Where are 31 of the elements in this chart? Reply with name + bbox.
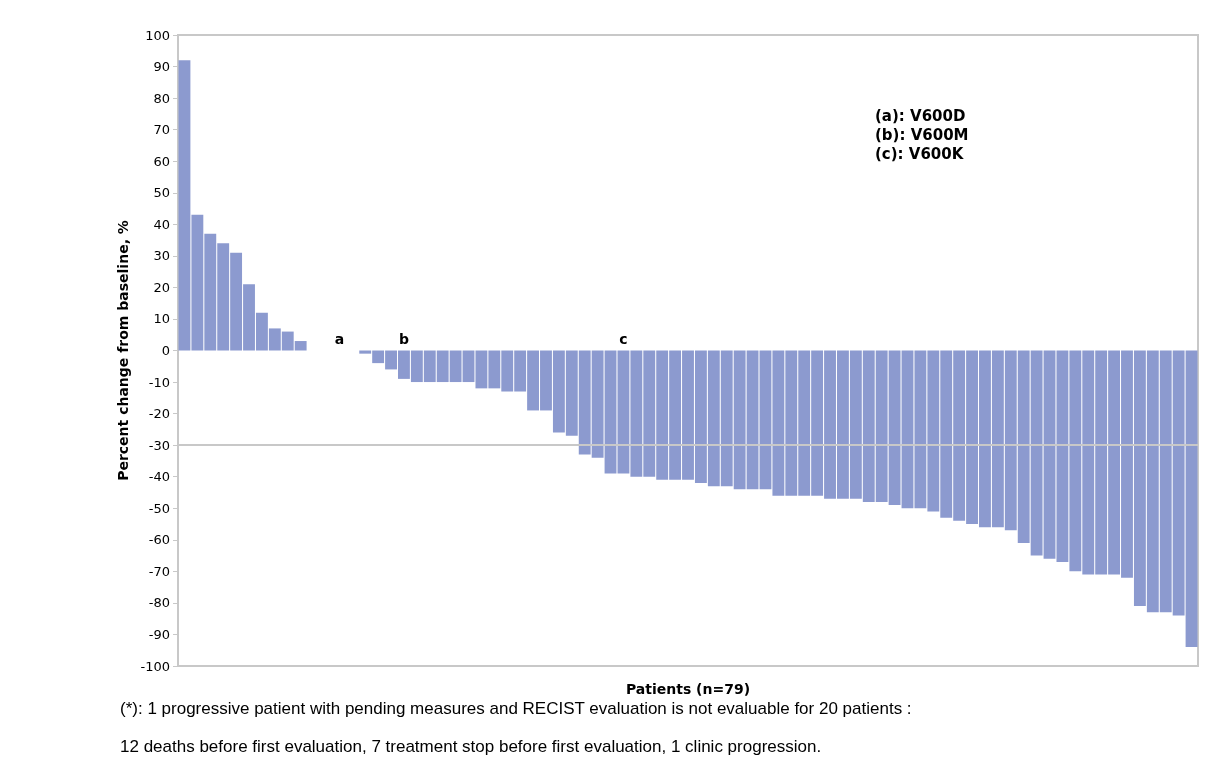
annotation: (b): V600M: [875, 125, 969, 144]
y-tick-label: 40: [153, 216, 170, 232]
text: (*): 1 progressive patient with pending measures and RECIST evaluation is not evaluable for 20 patients :: [120, 699, 912, 718]
y-tick-label: -40: [148, 469, 170, 485]
y-tick-label: 30: [153, 248, 170, 264]
y-axis-title: Percent change from baseline, %: [114, 220, 131, 481]
y-tick-label: -80: [148, 595, 170, 611]
x-axis-title: Patients (n=79): [625, 681, 751, 697]
y-tick-label: -100: [140, 658, 170, 674]
y-tick-label: -20: [148, 406, 170, 422]
y-tick-label: 10: [153, 311, 170, 327]
y-tick-label: 20: [153, 279, 170, 295]
y-tick-label: 100: [145, 27, 170, 43]
data-label: c: [619, 330, 628, 347]
y-tick-label: 70: [153, 122, 170, 138]
y-tick-label: 90: [153, 59, 170, 75]
y-tick-label: 0: [161, 343, 170, 358]
text: 12 deaths before first evaluation, 7 treatment stop before first evaluation, 1 clinic progression.: [120, 737, 822, 756]
y-tick-label: -90: [148, 626, 170, 642]
data-label: b: [398, 330, 409, 347]
y-tick-label: -10: [148, 374, 170, 390]
y-tick-label: -50: [148, 500, 170, 516]
data-label: a: [334, 330, 345, 347]
annotation: (c): V600K: [875, 144, 965, 163]
annotation: (a): V600D: [875, 106, 966, 125]
y-tick-label: -30: [148, 437, 170, 453]
y-tick-label: -70: [148, 563, 170, 579]
y-tick-label: 50: [153, 185, 170, 201]
y-tick-label: 80: [153, 90, 170, 106]
y-tick-label: 60: [153, 153, 170, 169]
y-tick-label: -60: [148, 532, 170, 548]
